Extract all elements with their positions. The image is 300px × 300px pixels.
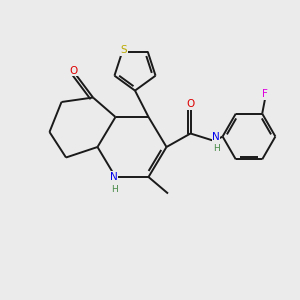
Text: H: H xyxy=(213,144,219,153)
Text: N: N xyxy=(110,172,118,182)
Text: H: H xyxy=(111,185,117,194)
Text: O: O xyxy=(186,99,195,110)
Text: F: F xyxy=(262,89,268,99)
Text: N: N xyxy=(212,131,220,142)
Text: O: O xyxy=(69,65,78,76)
Text: S: S xyxy=(121,45,127,55)
